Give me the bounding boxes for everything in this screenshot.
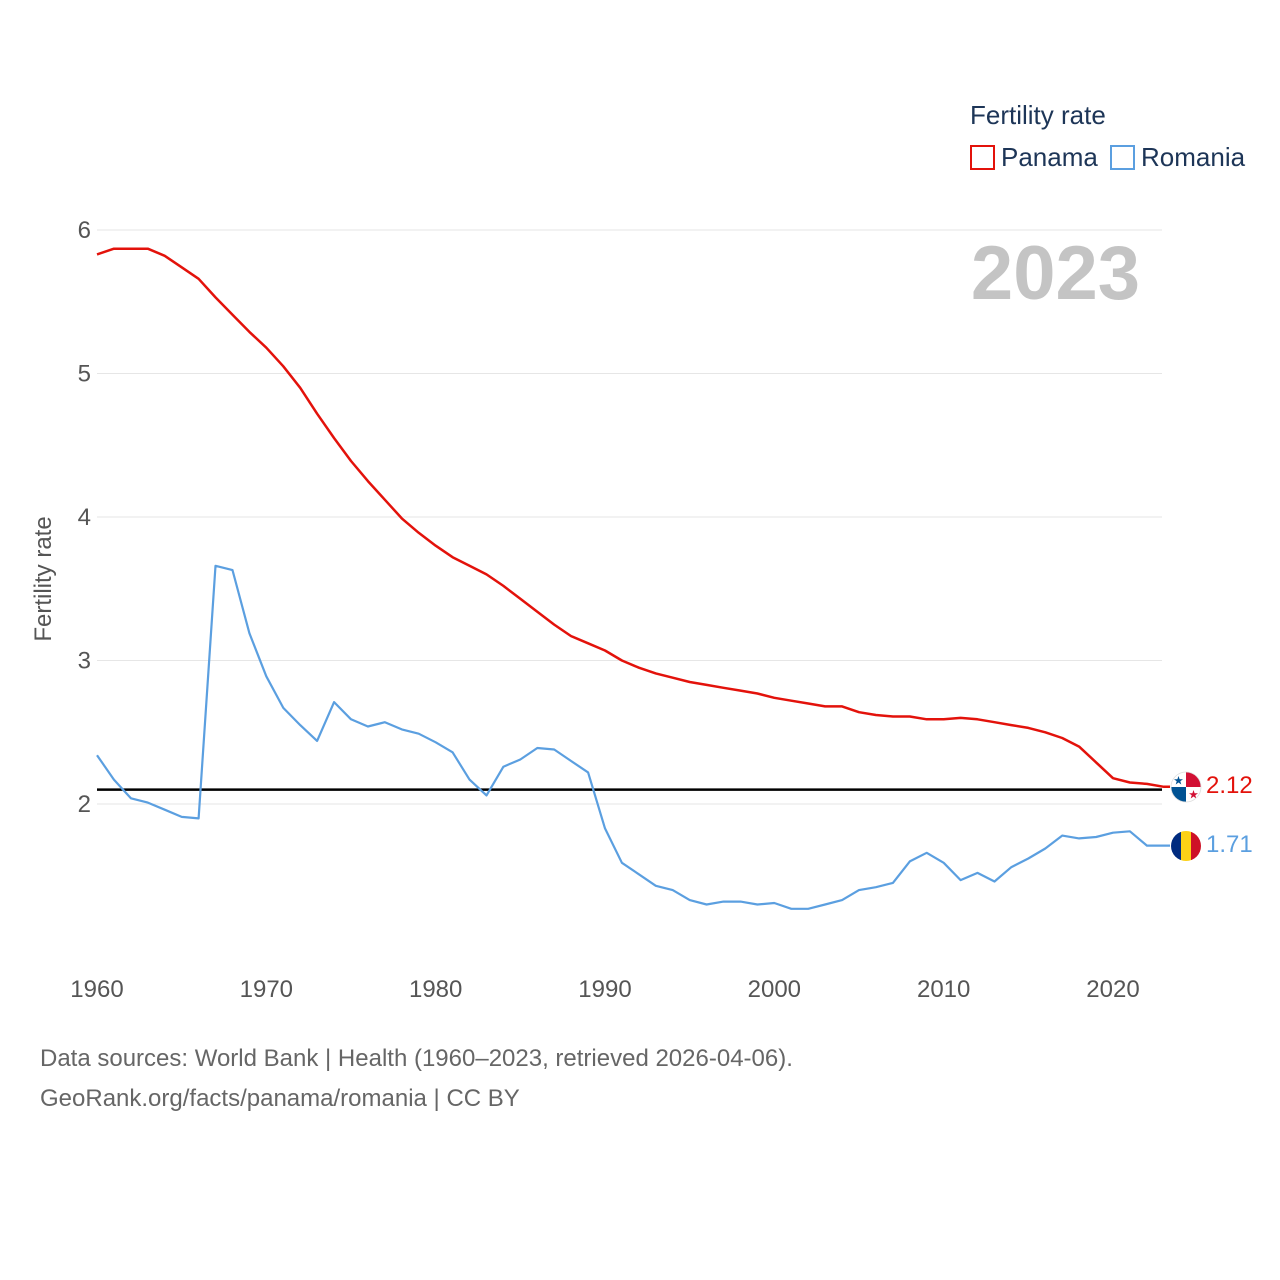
series-line-panama: [96, 247, 1170, 789]
y-tick-label: 4: [78, 504, 91, 531]
x-tick-label: 2020: [1086, 976, 1139, 1003]
x-tick-label: 1990: [578, 976, 631, 1003]
footer-sources: Data sources: World Bank | Health (1960–…: [40, 1045, 793, 1072]
y-tick-label: 2: [78, 791, 91, 818]
y-tick-label: 5: [78, 361, 91, 388]
footer-attribution[interactable]: GeoRank.org/facts/panama/romania | CC BY: [40, 1085, 520, 1112]
x-tick-label: 1960: [70, 976, 123, 1003]
legend-swatch-romania: [1110, 145, 1135, 170]
grid: [97, 229, 1162, 805]
x-tick-label: 1970: [240, 976, 293, 1003]
x-tick-label: 2000: [748, 976, 801, 1003]
x-tick-label: 2010: [917, 976, 970, 1003]
end-label-panama: 2.12: [1206, 772, 1253, 799]
end-label-romania: 1.71: [1206, 831, 1253, 858]
y-axis-label: Fertility rate: [30, 516, 57, 641]
y-axis: 2 3 4 5 6: [78, 217, 91, 818]
legend-title: Fertility rate: [970, 100, 1106, 130]
legend-label-panama: Panama: [1001, 142, 1098, 172]
y-tick-label: 6: [78, 217, 91, 244]
series-line-romania: [96, 564, 1170, 910]
flag-romania-icon: [1171, 831, 1201, 861]
flag-panama-border: [1170, 771, 1202, 803]
year-label: 2023: [971, 231, 1140, 316]
x-tick-label: 1980: [409, 976, 462, 1003]
legend-item-panama[interactable]: Panama: [970, 142, 1098, 172]
legend-swatch-panama: [970, 145, 995, 170]
x-axis: 1960 1970 1980 1990 2000 2010 2020: [70, 976, 1139, 1003]
legend-label-romania: Romania: [1141, 142, 1246, 172]
y-tick-label: 3: [78, 648, 91, 675]
legend-item-romania[interactable]: Romania: [1110, 142, 1246, 172]
